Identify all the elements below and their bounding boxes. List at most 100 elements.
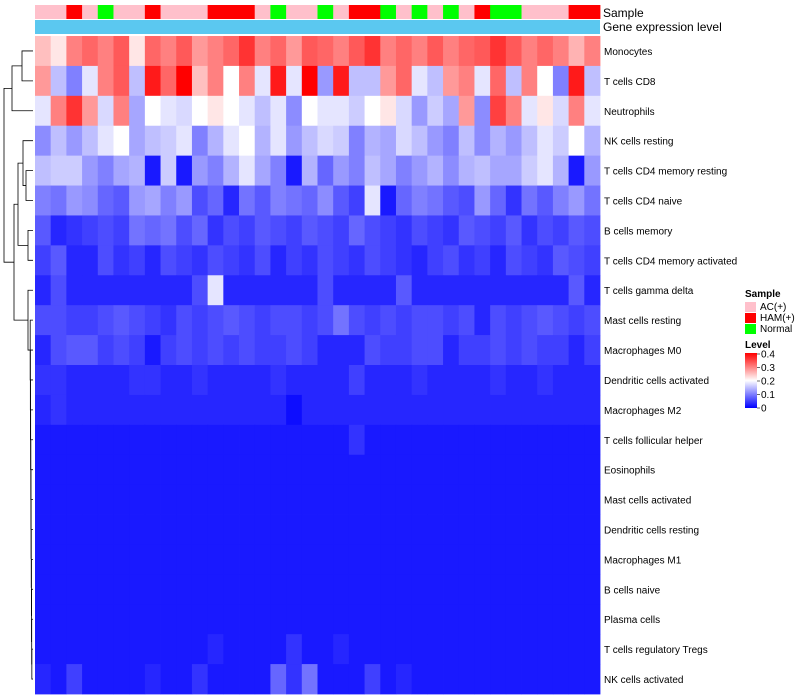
heatmap-cell [239, 365, 256, 396]
heatmap-cell [207, 335, 224, 366]
heatmap-cell [50, 634, 67, 665]
heatmap-cell [333, 185, 350, 216]
heatmap-cell [286, 514, 303, 545]
heatmap-cell [333, 365, 350, 396]
heatmap-cell [160, 484, 177, 515]
heatmap-cell [66, 484, 83, 515]
heatmap-cell [317, 155, 334, 186]
heatmap-cell [176, 335, 193, 366]
heatmap-cell [160, 424, 177, 456]
heatmap-cell [207, 514, 224, 545]
heatmap-cell [191, 604, 209, 635]
heatmap-cell [474, 36, 491, 67]
heatmap-cell [207, 155, 224, 186]
heatmap-cell [380, 36, 397, 67]
heatmap-cell [537, 394, 554, 426]
heatmap-cell [270, 155, 287, 186]
gene-expression-annotation-label: Gene expression level [603, 20, 722, 34]
heatmap-cell [82, 664, 99, 695]
heatmap-cell [223, 125, 240, 157]
level-tick-label: 0.3 [761, 363, 775, 374]
heatmap-cell [537, 365, 554, 396]
heatmap-cell [113, 36, 130, 67]
heatmap-cell [490, 275, 507, 306]
heatmap-cell [113, 215, 130, 246]
heatmap-cell [380, 335, 397, 366]
heatmap-cell [364, 215, 381, 246]
heatmap-cell [113, 65, 130, 97]
heatmap-cell [286, 125, 303, 157]
heatmap-cell [66, 544, 83, 575]
heatmap-cell [160, 275, 177, 306]
heatmap-cell [427, 245, 444, 276]
heatmap-cell [474, 185, 491, 216]
sample-annotation-cell [113, 5, 130, 19]
heatmap-cell [521, 275, 538, 306]
heatmap-cell [427, 394, 444, 426]
heatmap-cell [129, 275, 146, 306]
heatmap-cell [348, 95, 365, 127]
heatmap-cell [427, 484, 444, 515]
heatmap-cell [584, 574, 601, 605]
heatmap-cell [458, 514, 475, 545]
level-tick-label: 0 [761, 404, 767, 415]
heatmap-cell [113, 454, 130, 486]
heatmap-cell [50, 544, 67, 575]
heatmap-cell [50, 664, 67, 695]
heatmap-cell [348, 215, 365, 246]
heatmap-cell [348, 454, 365, 486]
heatmap-cell [270, 514, 287, 545]
row-label: T cells CD4 naive [604, 197, 683, 208]
sample-annotation-cell [395, 5, 413, 19]
heatmap-cell [191, 95, 209, 127]
heatmap-cell [443, 365, 460, 396]
heatmap-cell [207, 185, 224, 216]
heatmap-cell [521, 365, 538, 396]
heatmap-cell [239, 305, 256, 336]
heatmap-cell [286, 394, 303, 426]
heatmap-cell [552, 185, 570, 216]
heatmap-cell [50, 305, 67, 336]
gene-expression-bar-fill [35, 20, 600, 34]
heatmap-cell [584, 664, 601, 695]
heatmap-cell [427, 454, 444, 486]
heatmap-cell [270, 335, 287, 366]
heatmap-cell [490, 634, 507, 665]
heatmap-cell [443, 335, 460, 366]
heatmap-cell [129, 305, 146, 336]
heatmap-cell [552, 365, 570, 396]
heatmap-cell [380, 185, 397, 216]
heatmap-cell [66, 95, 83, 127]
heatmap-cell [474, 95, 491, 127]
heatmap-cell [411, 484, 428, 515]
heatmap-cell [474, 125, 491, 157]
heatmap-cell [537, 65, 554, 97]
heatmap-cell [97, 215, 114, 246]
heatmap-cell [254, 664, 271, 695]
heatmap-cell [348, 275, 365, 306]
heatmap-cell [160, 335, 177, 366]
heatmap-cell [144, 185, 161, 216]
heatmap-cell [144, 664, 161, 695]
heatmap-cell [568, 335, 585, 366]
heatmap-cell [348, 574, 365, 605]
heatmap-cell [82, 544, 99, 575]
heatmap-cell [333, 65, 350, 97]
heatmap-cell [160, 65, 177, 97]
heatmap-cell [443, 245, 460, 276]
heatmap-cell [239, 245, 256, 276]
row-label: Monocytes [604, 47, 652, 58]
sample-annotation-cell [207, 5, 224, 19]
sample-annotation-cell [239, 5, 256, 19]
heatmap-cell [176, 65, 193, 97]
heatmap-cell [584, 125, 601, 157]
heatmap-cell [144, 155, 161, 186]
heatmap-cell [427, 574, 444, 605]
heatmap-cell [333, 454, 350, 486]
heatmap-cell [552, 514, 570, 545]
heatmap-cell [458, 125, 475, 157]
heatmap-cell [584, 424, 601, 456]
row-label: T cells regulatory Tregs [604, 645, 708, 656]
heatmap-cell [254, 574, 271, 605]
heatmap-cell [521, 305, 538, 336]
